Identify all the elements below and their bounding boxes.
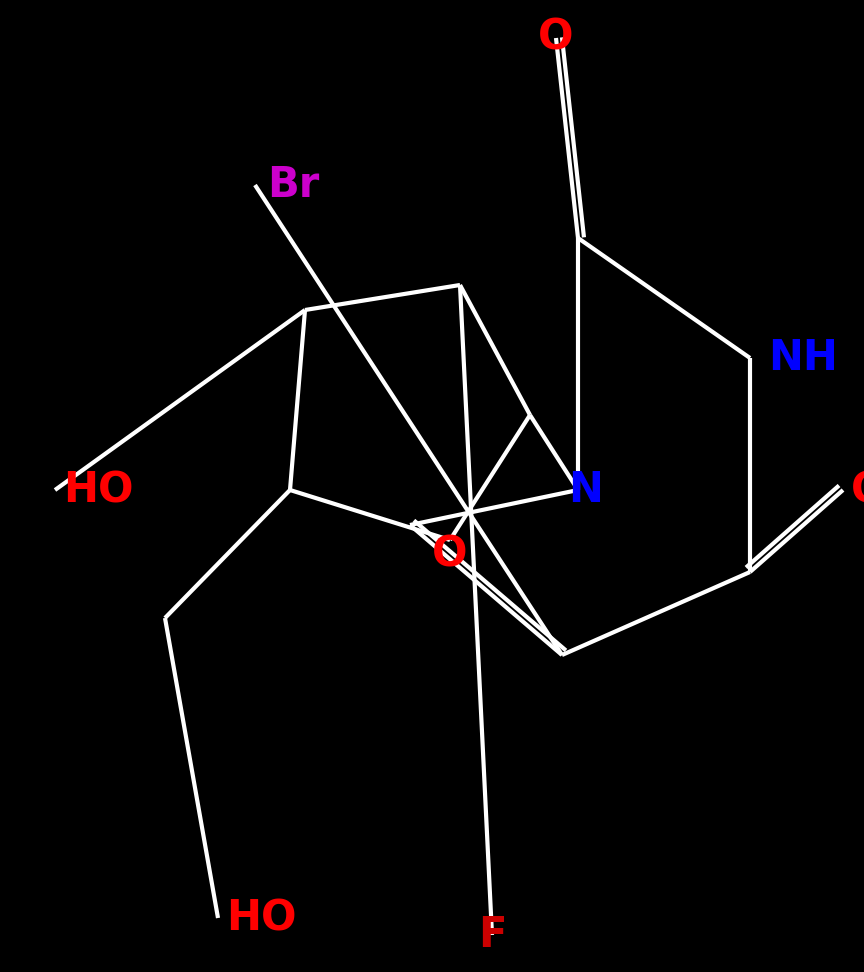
Text: HO: HO xyxy=(226,897,296,939)
Text: O: O xyxy=(538,17,574,59)
Text: O: O xyxy=(851,469,864,511)
Text: NH: NH xyxy=(768,337,838,379)
Text: HO: HO xyxy=(63,469,134,511)
Text: O: O xyxy=(432,533,467,575)
Text: N: N xyxy=(569,469,603,511)
Text: Br: Br xyxy=(267,164,320,206)
Text: F: F xyxy=(478,914,506,956)
